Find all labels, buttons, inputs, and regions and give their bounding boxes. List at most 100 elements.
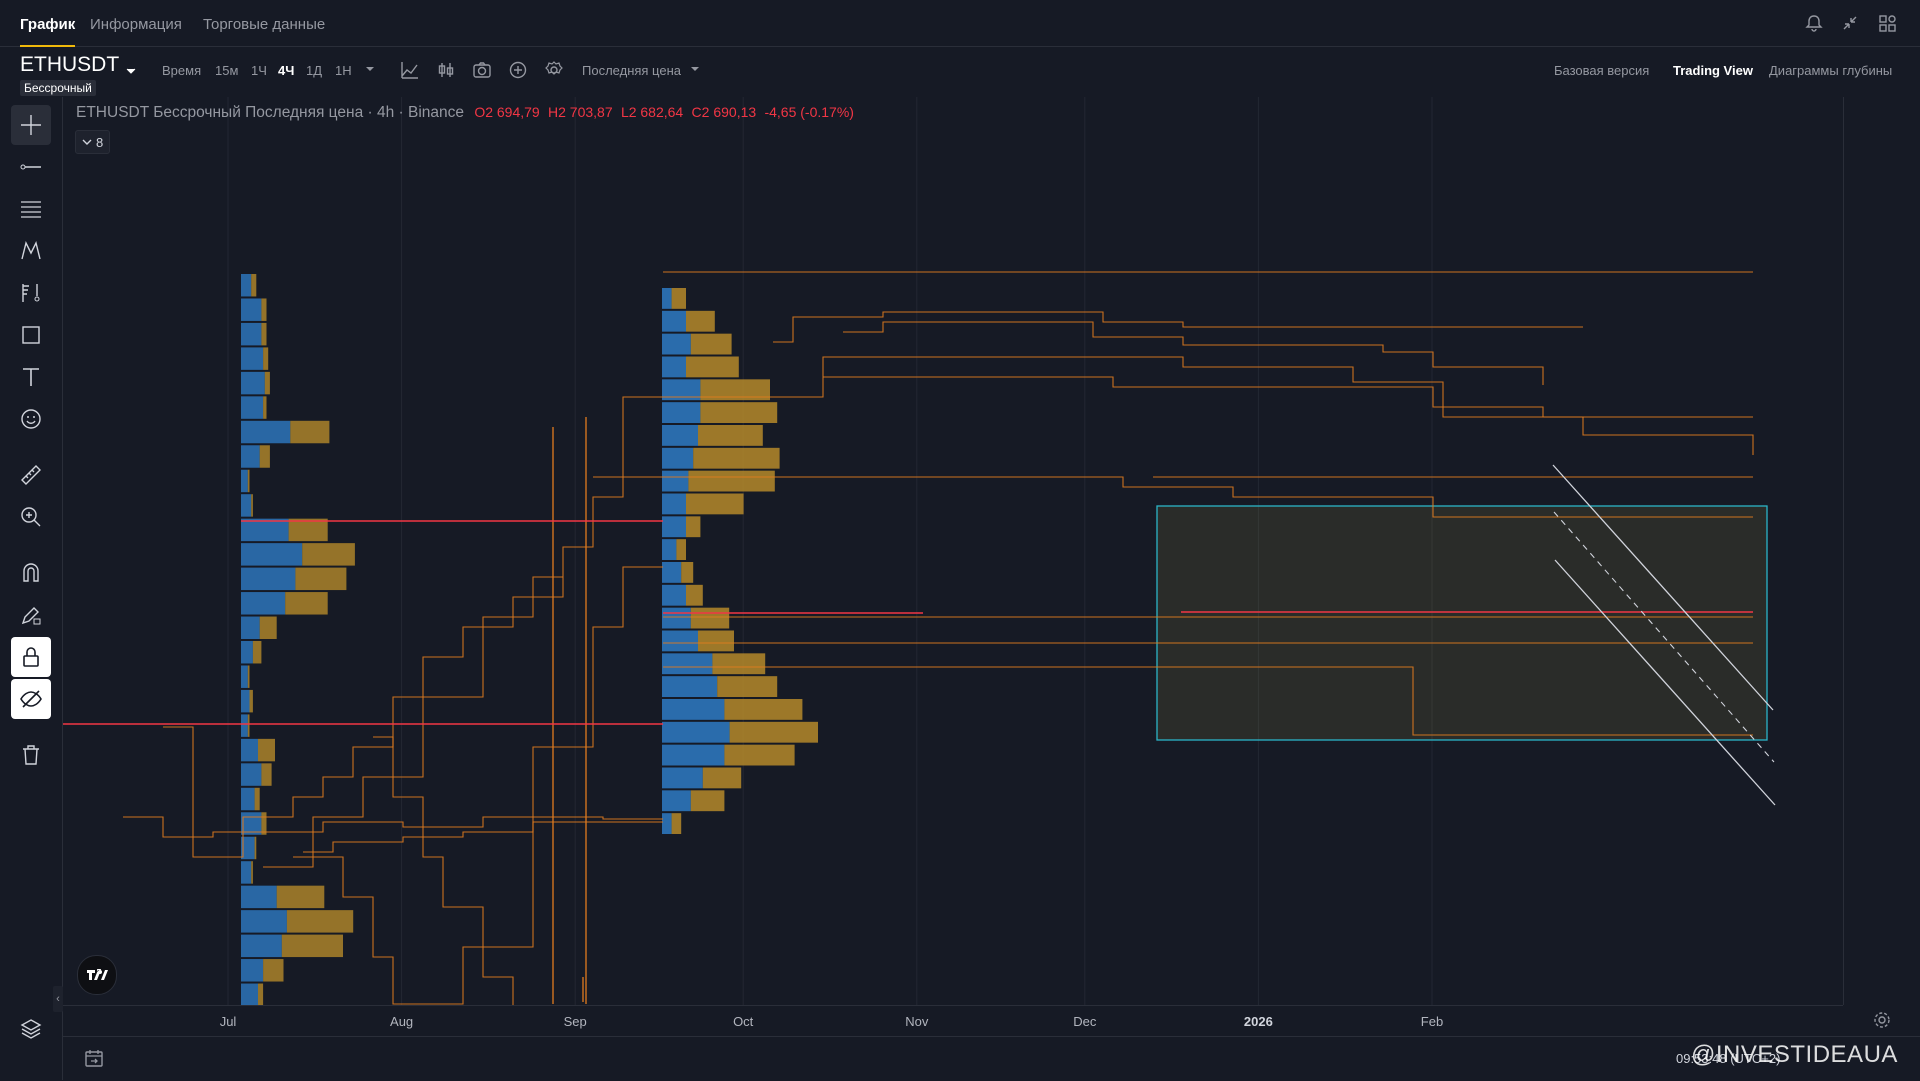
- volume-bar-buy: [241, 959, 264, 982]
- volume-bar-buy: [662, 288, 672, 309]
- volume-bar-buy: [662, 562, 682, 583]
- trendline-icon: [20, 164, 41, 170]
- tab-chart[interactable]: График: [20, 16, 76, 47]
- delete-tool[interactable]: [11, 735, 51, 775]
- top-tabs-bar: График Информация Торговые данные: [0, 0, 1920, 47]
- magnet-tool[interactable]: [11, 553, 51, 593]
- volume-bar-buy: [241, 983, 258, 1005]
- price-type-select[interactable]: Последняя цена: [582, 63, 681, 78]
- zoom-tool[interactable]: [11, 497, 51, 537]
- tab-info[interactable]: Информация: [90, 16, 182, 33]
- timeframe-1d[interactable]: 1Д: [306, 63, 323, 78]
- hide-drawings-tool[interactable]: [11, 679, 51, 719]
- volume-profile: [241, 274, 818, 1005]
- volume-bar-buy: [241, 347, 264, 370]
- pattern-tool[interactable]: [11, 231, 51, 271]
- volume-bar-buy: [241, 812, 262, 835]
- price-chart[interactable]: [63, 97, 1843, 1005]
- indicator-step-line: [823, 376, 1753, 418]
- calendar-goto-icon[interactable]: [83, 1047, 105, 1069]
- axis-settings-icon[interactable]: [1873, 1011, 1891, 1029]
- volume-bar-buy: [662, 699, 725, 720]
- view-basic[interactable]: Базовая версия: [1554, 63, 1650, 78]
- volume-bar-sell: [258, 983, 264, 1005]
- volume-bar-buy: [662, 470, 689, 492]
- volume-bar-sell: [676, 539, 686, 560]
- prediction-tool[interactable]: [11, 273, 51, 313]
- symbol-name[interactable]: ETHUSDT: [20, 53, 120, 76]
- volume-bar-sell: [698, 630, 734, 652]
- settings-icon[interactable]: [544, 60, 564, 80]
- draw-mode-tool[interactable]: [11, 595, 51, 635]
- volume-bar-sell: [700, 379, 770, 401]
- collapse-sidebar-handle[interactable]: ‹: [53, 986, 63, 1012]
- volume-bar-buy: [662, 744, 725, 766]
- level-lines: [63, 520, 1753, 725]
- trash-icon: [23, 745, 39, 765]
- timeframe-15m[interactable]: 15м: [215, 63, 239, 78]
- chevron-down-icon[interactable]: [125, 66, 137, 76]
- volume-bar-sell: [281, 934, 343, 958]
- pattern-icon: [21, 240, 41, 260]
- smile-icon: [21, 409, 41, 429]
- emoji-tool[interactable]: [11, 399, 51, 439]
- chevron-down-icon[interactable]: [689, 65, 709, 85]
- volume-bar-sell: [686, 493, 744, 515]
- time-axis[interactable]: Jul Aug Sep Oct Nov Dec 2026 Feb: [63, 1005, 1843, 1036]
- timeframe-1h[interactable]: 1Ч: [251, 63, 267, 78]
- crosshair-tool[interactable]: [11, 105, 51, 145]
- volume-bar-buy: [241, 445, 260, 468]
- text-tool[interactable]: [11, 357, 51, 397]
- descending-channel[interactable]: [1552, 464, 1776, 806]
- volume-bar-sell: [712, 653, 766, 675]
- volume-bar-buy: [241, 910, 287, 933]
- fib-tool[interactable]: [11, 189, 51, 229]
- add-circle-icon[interactable]: [508, 60, 528, 80]
- volume-bar-buy: [662, 447, 694, 469]
- forecast-icon: [22, 284, 40, 302]
- trendline-tool[interactable]: [11, 147, 51, 187]
- camera-icon[interactable]: [472, 60, 492, 80]
- volume-bar-sell: [251, 861, 253, 884]
- volume-bar-buy: [662, 402, 701, 423]
- timeframe-1w[interactable]: 1Н: [335, 63, 352, 78]
- lock-tool[interactable]: [11, 637, 51, 677]
- chevron-down-icon: [82, 139, 92, 145]
- volume-bar-buy: [241, 322, 262, 346]
- volume-bar-buy: [662, 653, 713, 675]
- volume-bar-buy: [662, 516, 686, 538]
- view-depth[interactable]: Диаграммы глубины: [1769, 63, 1893, 78]
- volume-bar-sell: [302, 543, 355, 566]
- price-axis[interactable]: 5 200,005 000,004 800,004 600,004 400,00…: [1843, 97, 1920, 1005]
- volume-bar-sell: [261, 812, 267, 835]
- pencil-lock-icon: [21, 607, 41, 625]
- bottom-bar: 09:53:48 (UTC+2) @INVESTIDEAUA: [63, 1036, 1920, 1081]
- indicator-step-line: [843, 321, 1544, 385]
- volume-bar-buy: [241, 616, 260, 639]
- eye-off-icon: [20, 690, 42, 708]
- indicator-step-line: [303, 821, 663, 853]
- time-label[interactable]: Время: [162, 63, 202, 78]
- indicator-icon[interactable]: [400, 60, 420, 80]
- volume-bar-buy: [662, 539, 677, 560]
- ruler-tool[interactable]: [11, 455, 51, 495]
- shapes-tool[interactable]: [11, 315, 51, 355]
- collapse-icon[interactable]: [1841, 14, 1859, 32]
- view-tradingview[interactable]: Trading View: [1673, 63, 1753, 78]
- volume-bar-sell: [290, 420, 330, 444]
- tradingview-logo[interactable]: [77, 955, 117, 995]
- timeframe-4h[interactable]: 4Ч: [278, 63, 295, 78]
- chevron-down-icon[interactable]: [364, 65, 384, 85]
- volume-bar-sell: [263, 347, 269, 370]
- layout-grid-icon[interactable]: [1878, 14, 1896, 32]
- tab-trading-data[interactable]: Торговые данные: [203, 16, 326, 33]
- legend-title: ETHUSDT Бессрочный Последняя цена · 4h ·…: [76, 104, 464, 121]
- legend-open: O2 694,79: [474, 104, 540, 120]
- candles-icon[interactable]: [436, 60, 456, 80]
- volume-bar-buy: [662, 813, 672, 834]
- range-box[interactable]: [1156, 505, 1768, 741]
- clock[interactable]: 09:53:48 (UTC+2): [1676, 1051, 1781, 1066]
- layers-button[interactable]: [11, 1009, 51, 1049]
- bell-icon[interactable]: [1805, 14, 1823, 32]
- indicators-toggle[interactable]: 8: [75, 130, 111, 154]
